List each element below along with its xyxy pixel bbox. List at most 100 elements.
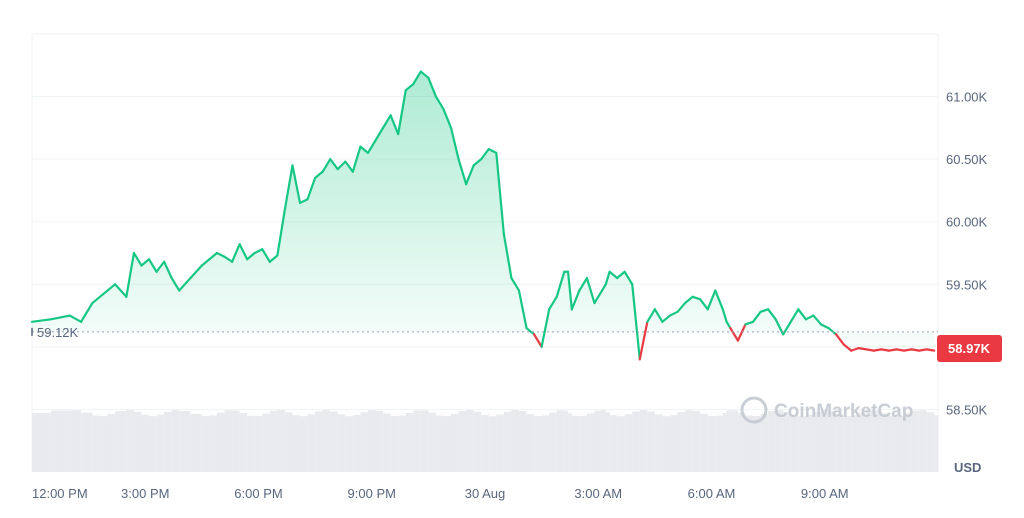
volume-bar [760, 413, 769, 472]
y-tick-label: 59.50K [946, 277, 988, 292]
price-line-segment [517, 289, 528, 330]
volume-bar [805, 414, 814, 472]
volume-bar [99, 416, 108, 472]
volume-bar [171, 410, 180, 472]
volume-bar [534, 416, 542, 472]
volume-bar [92, 415, 100, 472]
volume-bar [783, 411, 791, 472]
volume-bar [473, 411, 482, 472]
volume-bar [345, 416, 353, 472]
price-line-segment [140, 258, 151, 267]
volume-bar [292, 415, 301, 472]
open-price-baseline [31, 327, 938, 336]
price-line-segment [238, 243, 249, 261]
volume-bar [330, 411, 338, 472]
price-line-segment [872, 348, 883, 352]
volume-bar [141, 414, 150, 472]
volume-bar [126, 410, 134, 472]
volume-bar [911, 410, 920, 472]
volume-bar [190, 413, 202, 472]
volume-bar [224, 410, 233, 472]
volume-bar [254, 415, 263, 472]
volume-bar [753, 416, 761, 472]
price-line-segment [593, 289, 604, 305]
price-line-segment [661, 314, 672, 323]
volume-bar [526, 414, 535, 472]
volume-bar [692, 410, 701, 472]
volume-bar [262, 413, 270, 472]
volume-bar [768, 410, 776, 472]
volume-bar [737, 412, 746, 472]
volume-bar [239, 413, 248, 472]
price-line-segment [782, 320, 792, 336]
volume-bar [315, 411, 323, 472]
volume-bar [413, 410, 421, 472]
volume-bar [247, 415, 255, 472]
volume-bar [69, 410, 82, 472]
volume-bar [813, 411, 821, 472]
x-tick-label: 9:00 AM [801, 486, 849, 501]
volume-bar [775, 410, 784, 472]
volume-bar [745, 415, 754, 472]
volume-bar [511, 410, 519, 472]
price-line-segment [189, 264, 203, 280]
price-line-segment [427, 76, 438, 98]
price-line-segment [163, 260, 173, 280]
price-line-segment [321, 158, 332, 173]
price-area-fill [32, 71, 935, 360]
volume-bar [390, 415, 399, 472]
price-line-segment [751, 310, 762, 323]
volume-bar [451, 413, 459, 472]
last-price-label: 58.97K [948, 341, 991, 356]
volume-bar [700, 413, 708, 472]
price-line-segment [465, 164, 475, 186]
price-line-segment [155, 260, 166, 273]
price-line-segment [604, 270, 611, 286]
price-line-segment [374, 126, 385, 142]
price-line-segment [653, 308, 664, 323]
volume-bar [896, 415, 905, 472]
coinmarketcap-logo-icon [740, 396, 768, 424]
price-line-segment [510, 276, 521, 292]
volume-bar [360, 412, 368, 472]
price-line-segment [276, 208, 287, 257]
volume-bar [798, 416, 806, 472]
volume-bar [443, 416, 452, 472]
volume-bar [843, 416, 852, 472]
y-axis: 58.50K 59.50K 60.00K 60.50K 61.00K [946, 90, 988, 418]
volume-bar [156, 414, 165, 472]
price-line-segment [532, 333, 543, 348]
volume-bar [858, 412, 867, 472]
price-line-segment [925, 348, 936, 352]
price-line-segment [736, 323, 747, 342]
price-line-segment [113, 283, 128, 298]
price-line-segment [487, 148, 498, 154]
price-line-segment [721, 308, 728, 323]
price-line-segment [812, 314, 823, 326]
volume-bar [133, 411, 142, 472]
y-tick-label: 60.50K [946, 152, 988, 167]
price-line-segment [472, 158, 483, 167]
price-line-segment [381, 114, 392, 129]
price-line-segment [178, 276, 192, 292]
price-line-segment [759, 308, 770, 313]
price-line-segment [246, 251, 256, 261]
volume-bar [466, 410, 474, 472]
volume-bar [488, 416, 497, 472]
volume-bar [586, 413, 595, 472]
price-line-segment [566, 270, 573, 311]
price-line-segment [842, 343, 853, 352]
volume-bar [458, 411, 467, 472]
price-line-segment [125, 251, 136, 298]
price-line-segment [79, 301, 94, 323]
price-line-segment [359, 145, 370, 154]
volume-bar [420, 410, 429, 472]
price-line-segment [797, 308, 807, 321]
price-line-segment [525, 326, 536, 336]
volume-bar [284, 412, 293, 472]
volume-bar [609, 415, 618, 472]
price-line-segment [306, 176, 317, 201]
price-area [32, 71, 935, 360]
last-price-badge-bg [937, 335, 1002, 362]
volume-bar [115, 411, 127, 472]
